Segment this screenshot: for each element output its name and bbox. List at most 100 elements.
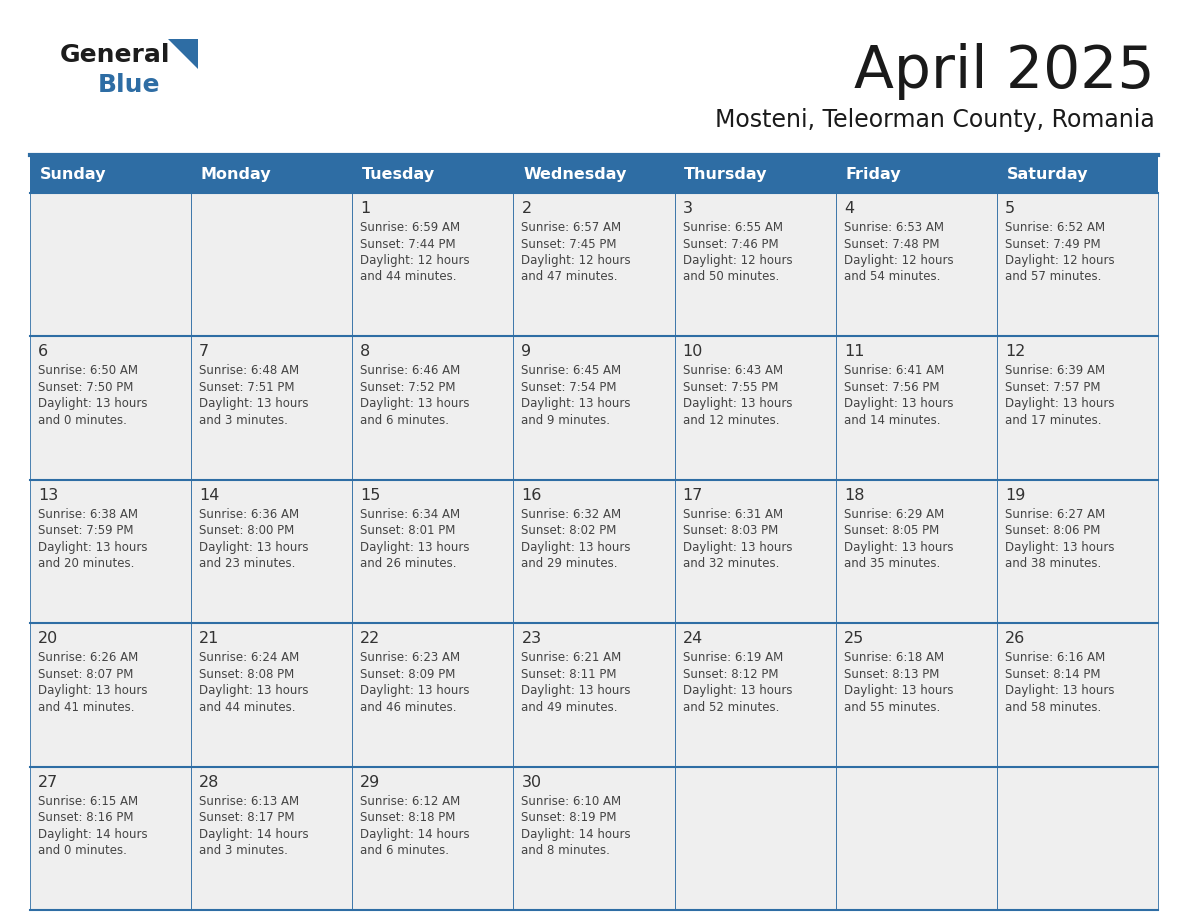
Text: Daylight: 12 hours: Daylight: 12 hours [360, 254, 470, 267]
Text: Daylight: 13 hours: Daylight: 13 hours [1005, 397, 1114, 410]
FancyBboxPatch shape [30, 767, 191, 910]
Text: Sunset: 8:17 PM: Sunset: 8:17 PM [200, 812, 295, 824]
Text: Sunset: 8:11 PM: Sunset: 8:11 PM [522, 667, 617, 681]
FancyBboxPatch shape [353, 623, 513, 767]
Text: Sunrise: 6:39 AM: Sunrise: 6:39 AM [1005, 364, 1105, 377]
FancyBboxPatch shape [513, 767, 675, 910]
Text: Daylight: 13 hours: Daylight: 13 hours [522, 541, 631, 554]
Text: Sunrise: 6:34 AM: Sunrise: 6:34 AM [360, 508, 461, 521]
Text: Daylight: 13 hours: Daylight: 13 hours [38, 397, 147, 410]
Text: and 8 minutes.: and 8 minutes. [522, 844, 611, 857]
Text: 1: 1 [360, 201, 371, 216]
FancyBboxPatch shape [191, 623, 353, 767]
Text: Daylight: 13 hours: Daylight: 13 hours [200, 397, 309, 410]
Text: Daylight: 13 hours: Daylight: 13 hours [200, 684, 309, 697]
Text: 25: 25 [843, 632, 864, 646]
Text: Daylight: 13 hours: Daylight: 13 hours [200, 541, 309, 554]
Text: Sunset: 8:18 PM: Sunset: 8:18 PM [360, 812, 456, 824]
Text: and 29 minutes.: and 29 minutes. [522, 557, 618, 570]
Text: 14: 14 [200, 487, 220, 503]
Text: 5: 5 [1005, 201, 1015, 216]
Text: and 32 minutes.: and 32 minutes. [683, 557, 779, 570]
Text: Sunrise: 6:59 AM: Sunrise: 6:59 AM [360, 221, 461, 234]
Text: Blue: Blue [97, 73, 160, 97]
Text: Sunrise: 6:10 AM: Sunrise: 6:10 AM [522, 795, 621, 808]
Text: Daylight: 13 hours: Daylight: 13 hours [360, 541, 469, 554]
Text: 24: 24 [683, 632, 703, 646]
Text: and 55 minutes.: and 55 minutes. [843, 700, 940, 713]
Text: Sunrise: 6:23 AM: Sunrise: 6:23 AM [360, 651, 461, 665]
FancyBboxPatch shape [353, 155, 513, 193]
FancyBboxPatch shape [353, 336, 513, 480]
Text: and 35 minutes.: and 35 minutes. [843, 557, 940, 570]
Text: Sunrise: 6:52 AM: Sunrise: 6:52 AM [1005, 221, 1105, 234]
FancyBboxPatch shape [30, 155, 191, 193]
FancyBboxPatch shape [997, 193, 1158, 336]
Text: and 17 minutes.: and 17 minutes. [1005, 414, 1101, 427]
Text: Sunrise: 6:53 AM: Sunrise: 6:53 AM [843, 221, 943, 234]
Text: Daylight: 14 hours: Daylight: 14 hours [360, 828, 470, 841]
Text: and 46 minutes.: and 46 minutes. [360, 700, 457, 713]
Text: and 38 minutes.: and 38 minutes. [1005, 557, 1101, 570]
Text: and 41 minutes.: and 41 minutes. [38, 700, 134, 713]
Text: 18: 18 [843, 487, 865, 503]
Text: 3: 3 [683, 201, 693, 216]
FancyBboxPatch shape [835, 155, 997, 193]
Text: Daylight: 12 hours: Daylight: 12 hours [1005, 254, 1114, 267]
FancyBboxPatch shape [191, 193, 353, 336]
Text: and 12 minutes.: and 12 minutes. [683, 414, 779, 427]
Text: and 50 minutes.: and 50 minutes. [683, 271, 779, 284]
Text: Sunrise: 6:45 AM: Sunrise: 6:45 AM [522, 364, 621, 377]
Text: Sunrise: 6:43 AM: Sunrise: 6:43 AM [683, 364, 783, 377]
Text: Sunrise: 6:31 AM: Sunrise: 6:31 AM [683, 508, 783, 521]
FancyBboxPatch shape [675, 193, 835, 336]
Text: Sunrise: 6:50 AM: Sunrise: 6:50 AM [38, 364, 138, 377]
Text: 9: 9 [522, 344, 531, 360]
Text: Sunrise: 6:55 AM: Sunrise: 6:55 AM [683, 221, 783, 234]
Text: and 49 minutes.: and 49 minutes. [522, 700, 618, 713]
Text: Daylight: 13 hours: Daylight: 13 hours [1005, 684, 1114, 697]
FancyBboxPatch shape [675, 480, 835, 623]
Text: and 0 minutes.: and 0 minutes. [38, 414, 127, 427]
Text: 13: 13 [38, 487, 58, 503]
Text: Sunset: 8:05 PM: Sunset: 8:05 PM [843, 524, 939, 537]
Text: and 57 minutes.: and 57 minutes. [1005, 271, 1101, 284]
FancyBboxPatch shape [513, 336, 675, 480]
Text: 12: 12 [1005, 344, 1025, 360]
FancyBboxPatch shape [997, 767, 1158, 910]
Text: Tuesday: Tuesday [362, 166, 435, 182]
Text: Sunset: 7:50 PM: Sunset: 7:50 PM [38, 381, 133, 394]
FancyBboxPatch shape [835, 480, 997, 623]
Text: 30: 30 [522, 775, 542, 789]
Text: Sunrise: 6:12 AM: Sunrise: 6:12 AM [360, 795, 461, 808]
Text: Sunset: 7:46 PM: Sunset: 7:46 PM [683, 238, 778, 251]
Text: Sunrise: 6:48 AM: Sunrise: 6:48 AM [200, 364, 299, 377]
Text: Daylight: 13 hours: Daylight: 13 hours [683, 397, 792, 410]
Text: Sunrise: 6:26 AM: Sunrise: 6:26 AM [38, 651, 138, 665]
FancyBboxPatch shape [30, 480, 191, 623]
Text: Sunrise: 6:57 AM: Sunrise: 6:57 AM [522, 221, 621, 234]
Text: Daylight: 12 hours: Daylight: 12 hours [843, 254, 954, 267]
FancyBboxPatch shape [513, 623, 675, 767]
Text: 29: 29 [360, 775, 380, 789]
Text: and 52 minutes.: and 52 minutes. [683, 700, 779, 713]
Text: Friday: Friday [846, 166, 901, 182]
FancyBboxPatch shape [997, 155, 1158, 193]
Text: 15: 15 [360, 487, 380, 503]
FancyBboxPatch shape [835, 336, 997, 480]
Text: Wednesday: Wednesday [523, 166, 626, 182]
Text: 6: 6 [38, 344, 49, 360]
Text: Saturday: Saturday [1006, 166, 1088, 182]
Text: and 44 minutes.: and 44 minutes. [200, 700, 296, 713]
Text: Sunset: 7:57 PM: Sunset: 7:57 PM [1005, 381, 1100, 394]
Text: Sunset: 8:12 PM: Sunset: 8:12 PM [683, 667, 778, 681]
Text: Sunset: 8:03 PM: Sunset: 8:03 PM [683, 524, 778, 537]
Text: Sunset: 7:59 PM: Sunset: 7:59 PM [38, 524, 133, 537]
Text: and 23 minutes.: and 23 minutes. [200, 557, 296, 570]
FancyBboxPatch shape [513, 155, 675, 193]
Text: Daylight: 13 hours: Daylight: 13 hours [522, 684, 631, 697]
Text: Sunrise: 6:32 AM: Sunrise: 6:32 AM [522, 508, 621, 521]
Text: April 2025: April 2025 [854, 43, 1155, 100]
Text: Daylight: 13 hours: Daylight: 13 hours [843, 541, 953, 554]
Text: 11: 11 [843, 344, 865, 360]
